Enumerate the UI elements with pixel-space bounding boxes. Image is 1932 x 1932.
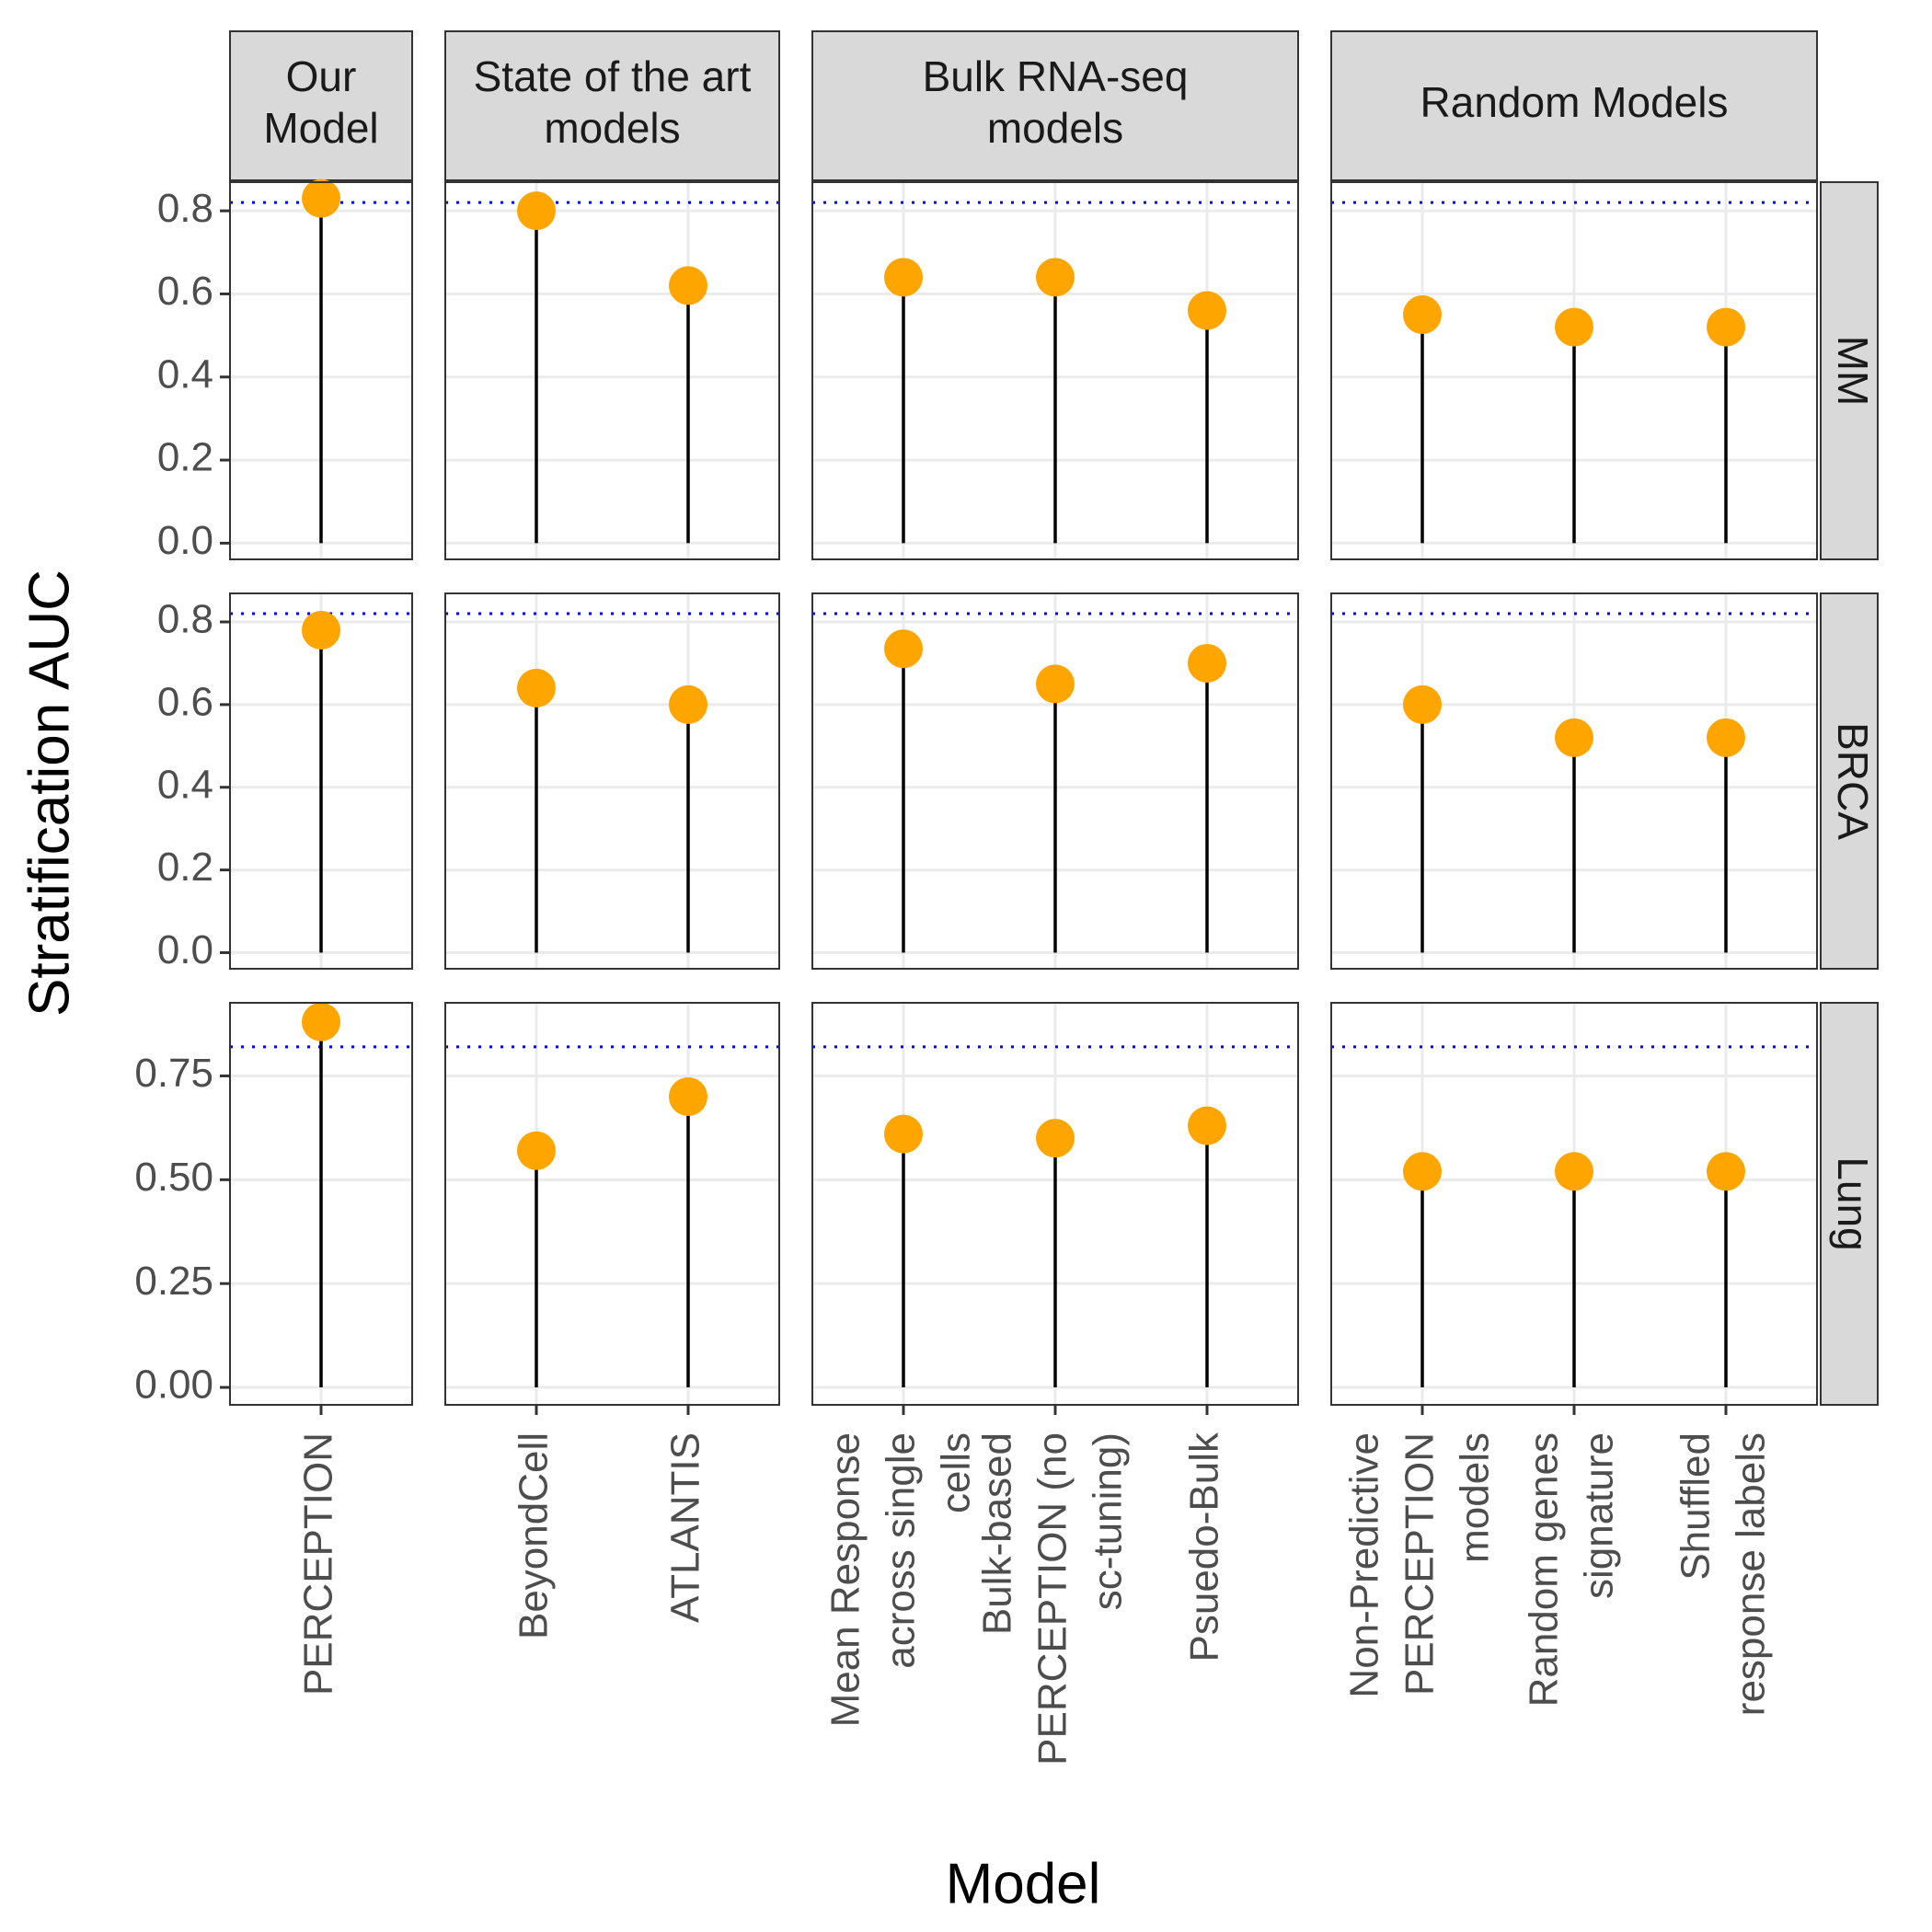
y-tick-label: 0.75 — [134, 1051, 213, 1096]
x-tick-label: Mean Response — [823, 1432, 868, 1727]
x-tick-label: PERCEPTION — [1397, 1432, 1443, 1696]
x-tick-label: models — [1453, 1432, 1498, 1563]
y-tick-label: 0.2 — [157, 435, 213, 480]
x-tick-label: Random genes — [1522, 1432, 1567, 1707]
strip-label: models — [544, 104, 680, 152]
point — [517, 668, 556, 707]
point — [1036, 664, 1075, 704]
panel-border — [444, 1002, 780, 1406]
point — [1036, 258, 1075, 297]
y-tick-label: 0.6 — [157, 269, 213, 314]
point — [1188, 291, 1226, 330]
point — [884, 1114, 923, 1154]
strip — [1820, 181, 1879, 560]
strip-label: Random Models — [1420, 78, 1729, 126]
x-tick-label: PERCEPTION — [296, 1432, 341, 1696]
y-tick-label: 0.50 — [134, 1155, 213, 1200]
y-axis-title: Stratification AUC — [17, 569, 81, 1017]
point — [1036, 1119, 1075, 1158]
point — [884, 258, 923, 297]
y-tick-label: 0.8 — [157, 186, 213, 231]
x-tick-label: signature — [1577, 1432, 1622, 1599]
point — [1188, 1106, 1226, 1145]
point — [1188, 643, 1226, 683]
x-tick-label: response labels — [1729, 1432, 1774, 1716]
x-tick-label: Non-Predictive — [1342, 1432, 1387, 1698]
y-tick-label: 0.25 — [134, 1259, 213, 1304]
strip-label: models — [987, 104, 1123, 152]
point — [1403, 295, 1442, 335]
point — [669, 684, 707, 724]
x-tick-label: PERCEPTION (no — [1030, 1432, 1075, 1765]
y-tick-label: 0.6 — [157, 679, 213, 724]
point — [884, 629, 923, 669]
strip-label: MM — [1829, 336, 1877, 407]
point — [1707, 718, 1745, 757]
x-tick-label: Shuffled — [1673, 1432, 1719, 1581]
point — [302, 1002, 340, 1041]
point — [302, 610, 340, 650]
panel-border — [444, 592, 780, 970]
panel-border — [811, 181, 1299, 560]
x-tick-label: Psuedo-Bulk — [1182, 1432, 1227, 1662]
strip — [1330, 30, 1818, 181]
y-tick-label: 0.4 — [157, 762, 213, 807]
point — [669, 266, 707, 305]
panel-border — [229, 181, 413, 560]
y-tick-label: 0.8 — [157, 597, 213, 642]
x-axis-title: Model — [946, 1852, 1101, 1915]
strip-label: Bulk RNA-seq — [923, 52, 1189, 100]
point — [1555, 718, 1593, 757]
x-tick-label: BeyondCell — [512, 1432, 557, 1639]
point — [1555, 307, 1593, 347]
strip — [1820, 1002, 1879, 1406]
x-tick-label: across single — [879, 1432, 924, 1669]
point — [517, 1131, 556, 1170]
point — [1707, 307, 1745, 347]
y-tick-label: 0.2 — [157, 845, 213, 890]
panel-border — [444, 181, 780, 560]
strip — [811, 30, 1299, 181]
y-tick-label: 0.0 — [157, 927, 213, 972]
strip-label: Our — [286, 52, 357, 100]
x-tick-label: sc-tuning) — [1086, 1432, 1131, 1610]
point — [1403, 1152, 1442, 1191]
point — [669, 1077, 707, 1117]
panel-border — [229, 592, 413, 970]
strip-label: Lung — [1829, 1156, 1877, 1250]
point — [1555, 1152, 1593, 1191]
strip-label: Model — [263, 104, 378, 152]
strip — [444, 30, 780, 181]
y-tick-label: 0.4 — [157, 351, 213, 397]
panel-border — [1330, 592, 1818, 970]
x-tick-label: ATLANTIS — [663, 1432, 708, 1623]
strip — [1820, 592, 1879, 970]
point — [517, 191, 556, 231]
strip-label: BRCA — [1829, 722, 1877, 840]
panel — [445, 1003, 779, 1405]
panel — [445, 593, 779, 969]
panel — [445, 182, 779, 559]
x-tick-label: Bulk-based — [975, 1432, 1020, 1635]
y-tick-label: 0.00 — [134, 1363, 213, 1408]
panel-border — [1330, 181, 1818, 560]
point — [1707, 1152, 1745, 1191]
x-tick-label: cells — [934, 1432, 979, 1513]
point — [302, 178, 340, 218]
strip-label: State of the art — [474, 52, 752, 100]
y-tick-label: 0.0 — [157, 518, 213, 563]
panel-border — [811, 592, 1299, 970]
strip — [229, 30, 413, 181]
point — [1403, 684, 1442, 724]
